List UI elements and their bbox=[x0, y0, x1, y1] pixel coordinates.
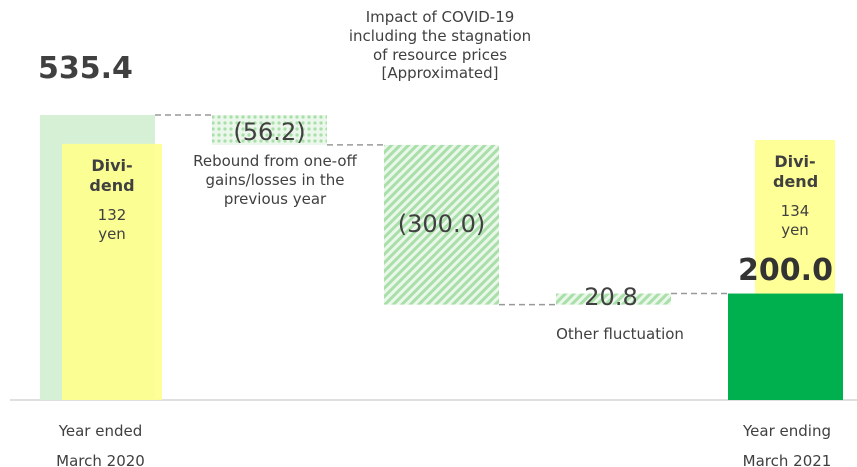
bar bbox=[728, 293, 843, 400]
value-label: 20.8 bbox=[584, 282, 638, 311]
annotation: Impact of COVID-19 including the stagnat… bbox=[348, 8, 532, 83]
bar bbox=[212, 115, 327, 145]
dividend-bar bbox=[62, 143, 162, 400]
value-label: 200.0 bbox=[738, 252, 833, 288]
bar bbox=[384, 144, 499, 305]
bar bbox=[556, 293, 671, 305]
dividend-label: Divi-dend bbox=[89, 155, 135, 195]
dividend-label: Divi-dend bbox=[773, 152, 819, 191]
dividend-value: 134 yen bbox=[780, 202, 810, 239]
value-label: (56.2) bbox=[233, 118, 306, 146]
annotation: Rebound from one-off gains/losses in the… bbox=[193, 152, 357, 208]
dividend-bar bbox=[755, 140, 835, 294]
value-label: 535.4 bbox=[38, 51, 133, 86]
x-tick-label: Year ending March 2021 bbox=[742, 422, 832, 467]
annotation: Other fluctuation bbox=[556, 325, 684, 343]
x-tick-label: Year ended March 2020 bbox=[56, 422, 145, 467]
dividend-value: 132 yen bbox=[97, 205, 127, 243]
value-label: (300.0) bbox=[397, 209, 486, 238]
